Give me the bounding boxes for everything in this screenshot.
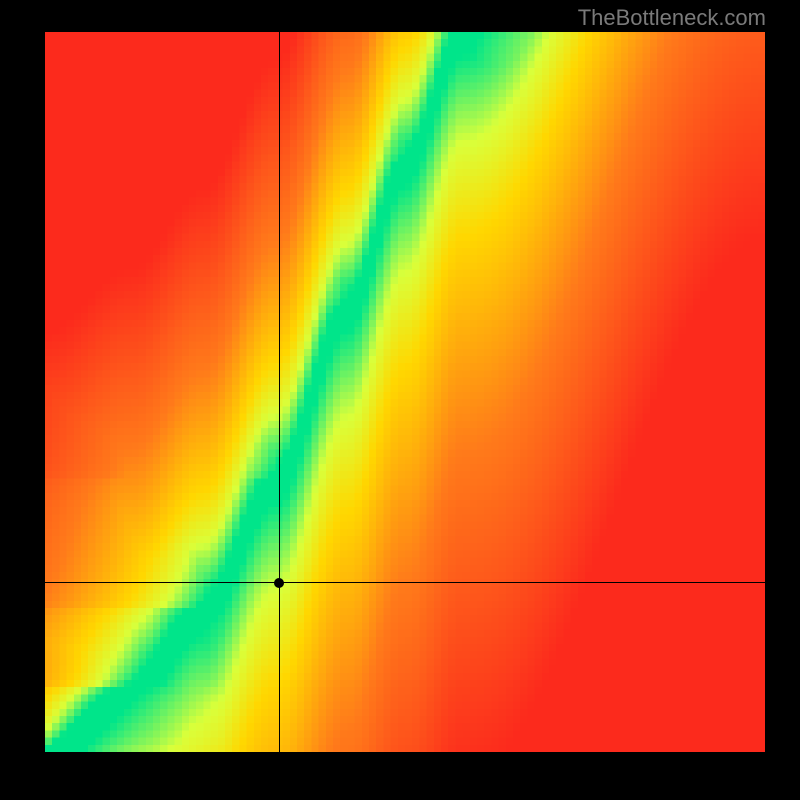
- chart-container: TheBottleneck.com: [0, 0, 800, 800]
- watermark-text: TheBottleneck.com: [578, 5, 766, 31]
- crosshair-horizontal: [45, 582, 765, 583]
- crosshair-vertical: [279, 32, 280, 752]
- bottleneck-heatmap: [45, 32, 765, 752]
- marker-point: [274, 578, 284, 588]
